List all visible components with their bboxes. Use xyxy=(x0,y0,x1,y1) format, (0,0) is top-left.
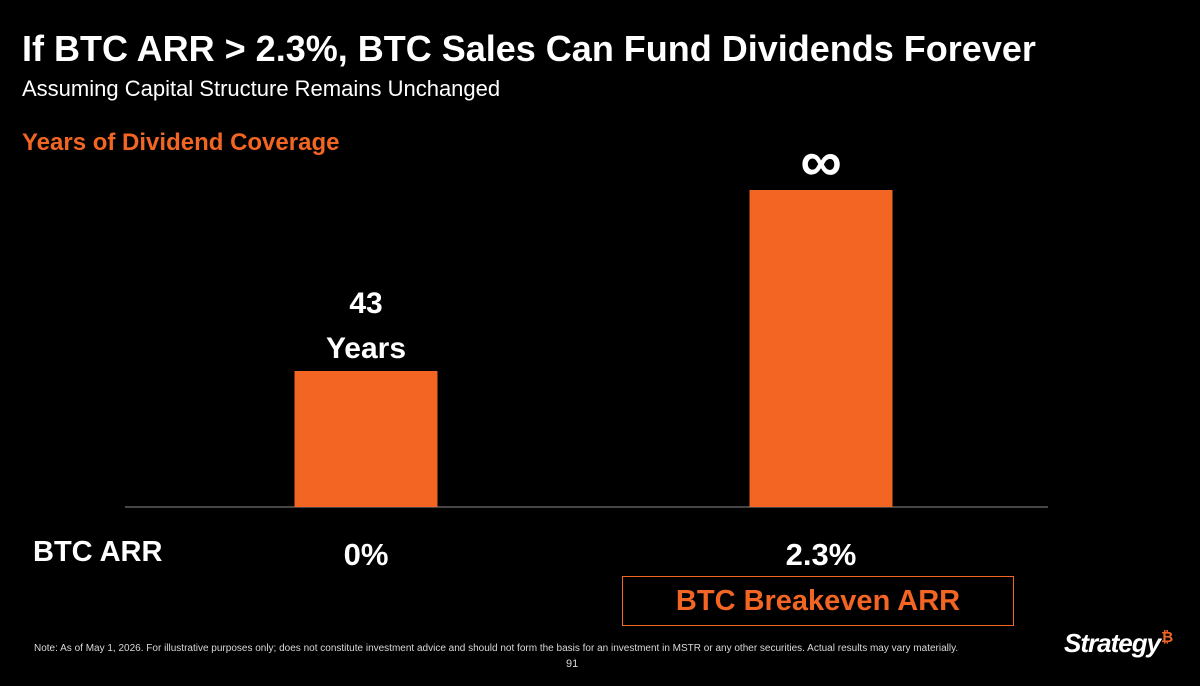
data-label-2: ∞ xyxy=(800,129,841,194)
breakeven-annotation-label: BTC Breakeven ARR xyxy=(675,584,961,617)
page-number: 91 xyxy=(566,658,579,670)
slide-title: If BTC ARR > 2.3%, BTC Sales Can Fund Di… xyxy=(22,28,1036,69)
bitcoin-icon: ₿ xyxy=(1161,629,1174,646)
logo-wordmark: Strategy xyxy=(1064,628,1161,658)
breakeven-annotation-box: BTC Breakeven ARR xyxy=(622,576,1014,626)
category-label-2: 2.3% xyxy=(786,537,857,572)
bar-1 xyxy=(294,371,438,507)
bar-2 xyxy=(749,190,893,507)
chart-section-label: Years of Dividend Coverage xyxy=(22,129,340,156)
category-label-1: 0% xyxy=(344,537,389,572)
data-label-1-line-1: 43 xyxy=(349,287,382,320)
footnote: Note: As of May 1, 2026. For illustrativ… xyxy=(34,643,959,654)
slide-subtitle: Assuming Capital Structure Remains Uncha… xyxy=(22,76,501,101)
data-label-1-line-2: Years xyxy=(326,332,406,365)
x-axis-label: BTC ARR xyxy=(33,536,163,568)
strategy-logo: Strategy ₿ xyxy=(1064,628,1173,659)
